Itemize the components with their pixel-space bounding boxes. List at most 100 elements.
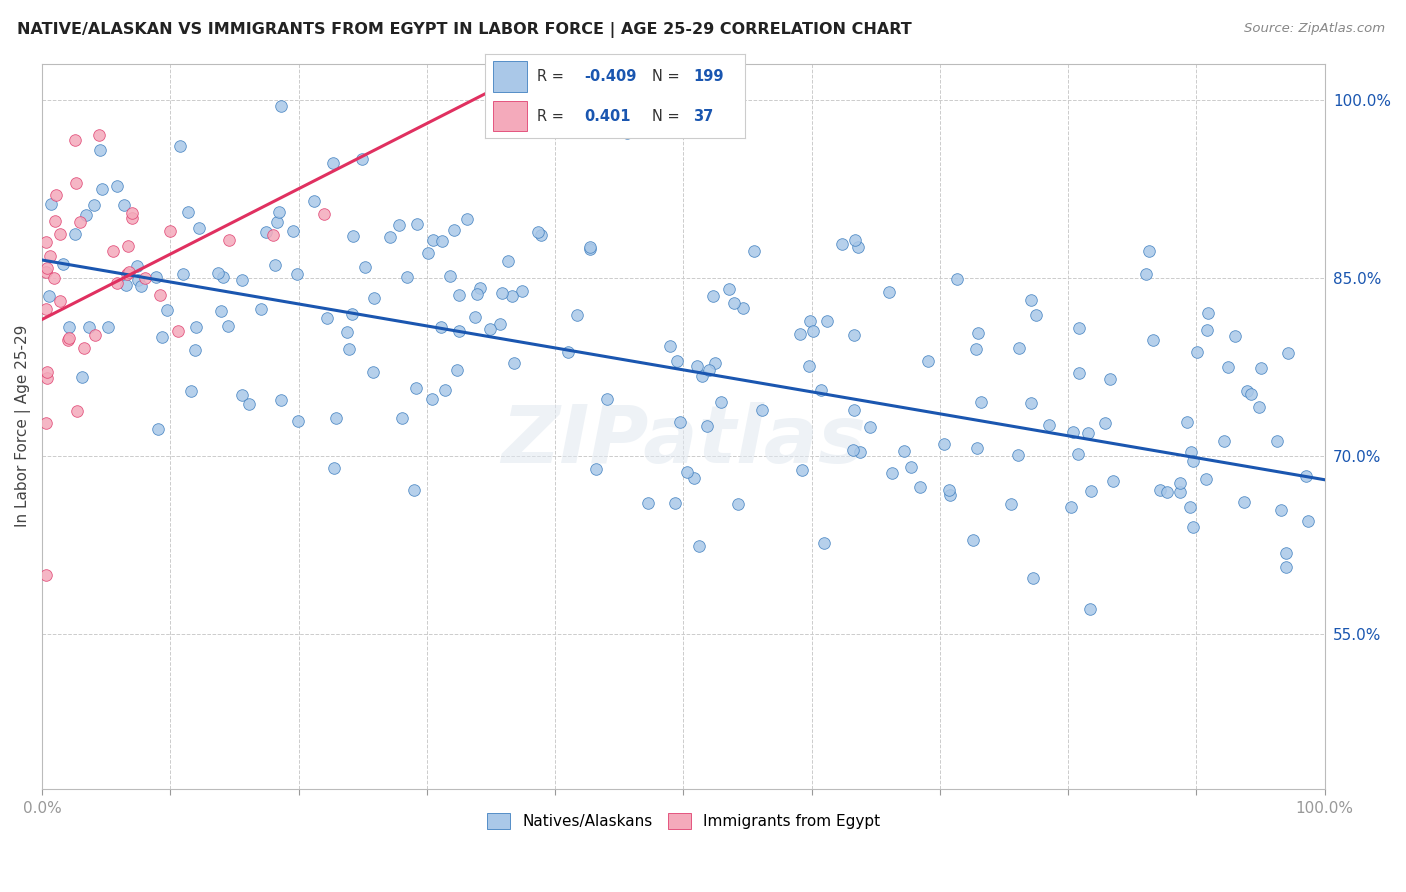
Point [388,218,411,232]
Point [270,393,292,408]
Point [430,320,453,334]
Point [238,396,260,410]
Point [35,235,58,250]
Point [1137,244,1160,258]
Point [336,325,359,339]
Point [35,567,58,582]
Point [127,273,149,287]
Point [121,211,143,226]
Point [1149,483,1171,498]
Point [314,207,336,221]
Point [405,217,427,231]
Point [710,394,733,409]
Point [966,441,988,455]
Point [89,144,111,158]
Point [121,205,143,219]
Point [501,289,523,303]
Point [114,277,136,292]
Point [1180,445,1202,459]
Point [159,224,181,238]
Point [207,266,229,280]
Point [742,244,765,259]
Point [530,227,553,242]
Point [218,233,240,247]
Point [1295,468,1317,483]
FancyBboxPatch shape [494,101,527,131]
Point [456,212,478,227]
Point [1216,360,1239,375]
Point [266,215,288,229]
Point [1178,500,1201,514]
Point [1277,345,1299,359]
Point [217,318,239,333]
Point [790,463,813,477]
Point [316,310,339,325]
Point [52,257,75,271]
Point [361,365,384,379]
Point [65,176,87,190]
Text: 199: 199 [693,69,724,84]
Point [66,404,89,418]
Point [966,326,988,341]
Point [908,480,931,494]
Point [342,228,364,243]
Point [1168,476,1191,491]
Point [688,539,710,553]
Point [1067,320,1090,334]
Point [1102,474,1125,488]
Point [269,205,291,219]
Point [900,460,922,475]
Point [1098,372,1121,386]
Point [491,286,513,301]
Point [1250,360,1272,375]
Text: R =: R = [537,69,568,84]
Point [79,320,101,334]
Point [801,324,824,338]
Point [212,270,235,285]
Point [683,471,706,485]
Point [498,253,520,268]
Point [35,301,58,316]
Point [697,363,720,377]
Point [1078,602,1101,616]
Point [1181,520,1204,534]
Point [831,236,853,251]
Point [1080,483,1102,498]
Point [391,410,413,425]
Point [449,287,471,301]
Point [1236,384,1258,399]
Text: Source: ZipAtlas.com: Source: ZipAtlas.com [1244,22,1385,36]
Point [464,310,486,324]
Point [83,198,105,212]
Point [422,233,444,247]
Point [1094,416,1116,430]
Point [1021,293,1043,307]
Text: -0.409: -0.409 [583,69,637,84]
Point [1232,495,1254,509]
Point [842,328,865,343]
Point [1213,434,1236,449]
Point [1195,323,1218,337]
Point [84,328,107,343]
Point [1265,434,1288,449]
Point [322,155,344,169]
Point [946,271,969,285]
Point [231,273,253,287]
Point [166,324,188,338]
Point [1181,454,1204,468]
Point [416,246,439,260]
Point [304,194,326,209]
Point [169,139,191,153]
Point [727,497,749,511]
Point [125,259,148,273]
FancyBboxPatch shape [494,62,527,92]
Point [134,270,156,285]
Point [1270,503,1292,517]
Point [702,289,724,303]
Point [39,249,62,263]
Legend: Natives/Alaskans, Immigrants from Egypt: Natives/Alaskans, Immigrants from Egypt [481,807,886,835]
Point [402,483,425,497]
Point [45,187,67,202]
Point [285,267,308,281]
Point [1275,560,1298,574]
